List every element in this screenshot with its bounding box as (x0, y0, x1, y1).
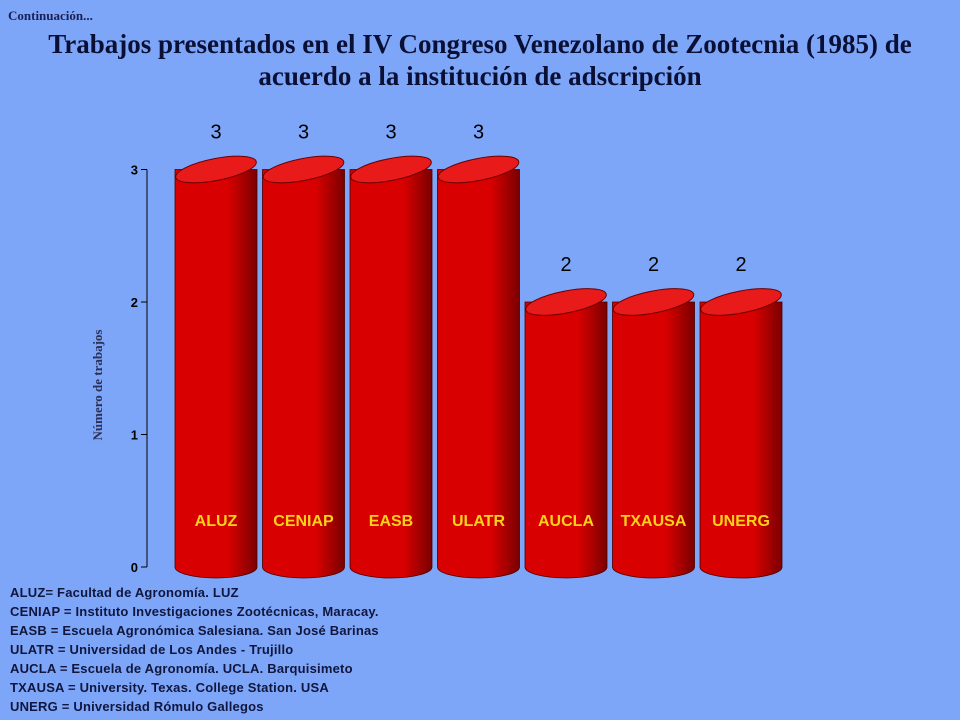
bar-body (437, 169, 520, 579)
bar-top (437, 155, 520, 184)
category-label: ULATR (452, 513, 505, 530)
legend-item-txausa: TXAUSA = University. Texas. College Stat… (10, 680, 329, 695)
continuation-label: Continuación... (8, 8, 93, 23)
legend-item-ulatr: ULATR = Universidad de Los Andes - Truji… (10, 642, 294, 657)
data-label: 2 (560, 254, 571, 276)
title-line-1: Trabajos presentados en el IV Congreso V… (48, 29, 912, 59)
legend-item-ceniap: CENIAP = Instituto Investigaciones Zooté… (10, 604, 379, 619)
abbreviation-legend: ALUZ= Facultad de Agronomía. LUZ CENIAP … (10, 583, 379, 716)
bar (612, 288, 695, 579)
data-label: 3 (385, 122, 396, 144)
bar (699, 288, 783, 579)
bar-top (262, 155, 345, 184)
category-label: ALUZ (195, 513, 238, 530)
category-label: AUCLA (538, 513, 594, 530)
bar (524, 288, 608, 579)
bar-top (612, 288, 695, 316)
bar-body (262, 169, 345, 579)
bar-body (174, 169, 258, 579)
category-label: TXAUSA (621, 513, 687, 530)
bar-top (175, 155, 257, 184)
data-label: 3 (473, 122, 484, 144)
bar-body (524, 301, 608, 579)
legend-item-unerg: UNERG = Universidad Rómulo Gallegos (10, 699, 264, 714)
bar-top (350, 155, 432, 184)
bar (437, 155, 520, 579)
page-title: Trabajos presentados en el IV Congreso V… (0, 28, 960, 92)
legend-item-aluz: ALUZ= Facultad de Agronomía. LUZ (10, 585, 239, 600)
y-tick-label: 1 (131, 428, 138, 443)
bar (262, 155, 345, 579)
y-tick-label: 0 (131, 560, 138, 575)
category-label: CENIAP (273, 513, 334, 530)
data-label: 3 (298, 122, 309, 144)
bar-top (525, 288, 607, 316)
bar (349, 155, 433, 579)
data-label: 2 (648, 254, 659, 276)
bar-body (349, 169, 433, 579)
bar (174, 155, 258, 579)
category-label: EASB (369, 513, 413, 530)
title-line-2: acuerdo a la institución de adscripción (258, 61, 702, 91)
y-axis-label: Número de trabajos (90, 329, 105, 441)
bar-top (700, 288, 782, 316)
y-tick-label: 2 (131, 295, 138, 310)
y-tick-label: 3 (131, 163, 138, 178)
bar-body (612, 301, 695, 579)
bar-body (699, 301, 783, 579)
legend-item-easb: EASB = Escuela Agronómica Salesiana. San… (10, 623, 379, 638)
data-label: 3 (210, 122, 221, 144)
data-label: 2 (735, 254, 746, 276)
legend-item-aucla: AUCLA = Escuela de Agronomía. UCLA. Barq… (10, 661, 353, 676)
category-label: UNERG (712, 513, 770, 530)
